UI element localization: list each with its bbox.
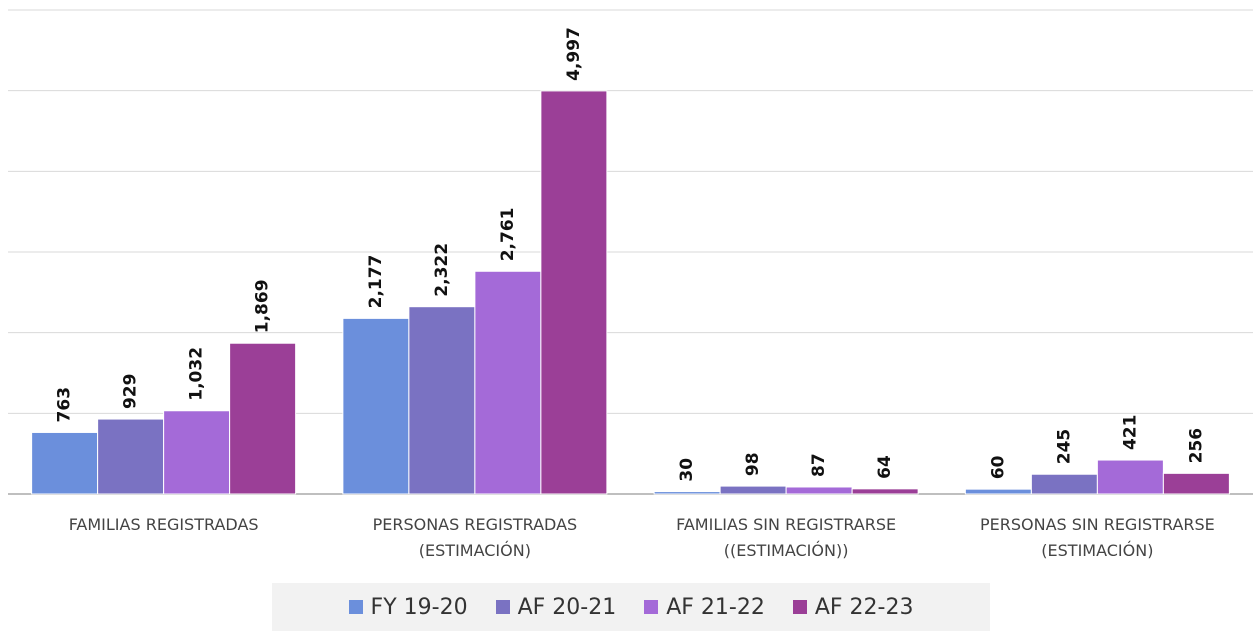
bar xyxy=(785,486,853,495)
legend-swatch xyxy=(348,600,363,614)
data-label: 2,761 xyxy=(498,207,518,261)
data-label: 1,032 xyxy=(187,347,207,401)
bar xyxy=(964,488,1032,495)
data-label: 60 xyxy=(988,455,1008,479)
bar xyxy=(163,410,231,495)
legend-item: FY 19-20 xyxy=(348,594,468,620)
bar xyxy=(1162,472,1230,495)
data-label: 98 xyxy=(743,452,763,476)
data-label: 245 xyxy=(1054,429,1074,465)
legend-item: AF 20-21 xyxy=(495,594,617,620)
legend-label: AF 20-21 xyxy=(517,594,617,620)
data-label: 87 xyxy=(809,453,829,477)
data-label: 30 xyxy=(677,458,697,482)
legend-label: AF 21-22 xyxy=(666,594,765,620)
bar xyxy=(719,485,787,495)
bar xyxy=(540,90,608,495)
bar xyxy=(97,418,165,495)
x-tick-label: PERSONAS REGISTRADAS (ESTIMACIÓN) xyxy=(372,515,578,560)
data-label: 421 xyxy=(1120,415,1140,451)
bar xyxy=(653,491,721,495)
data-label: 256 xyxy=(1186,428,1206,464)
bar xyxy=(851,488,919,495)
data-label: 2,322 xyxy=(432,243,452,297)
bar xyxy=(1096,459,1164,495)
legend-swatch xyxy=(792,600,807,614)
data-label: 1,869 xyxy=(253,279,273,333)
bar xyxy=(229,342,297,495)
data-label: 4,997 xyxy=(564,27,584,81)
legend-label: FY 19-20 xyxy=(370,594,468,620)
x-tick-label: FAMILIAS REGISTRADAS xyxy=(68,515,259,534)
legend-swatch xyxy=(495,600,510,614)
data-label: 929 xyxy=(121,374,141,410)
bar xyxy=(408,306,476,495)
data-label: 2,177 xyxy=(366,255,386,309)
legend-swatch xyxy=(644,600,659,614)
bar xyxy=(474,270,542,495)
data-label: 64 xyxy=(875,455,895,479)
x-tick-label: PERSONAS SIN REGISTRARSE (ESTIMACIÓN) xyxy=(979,515,1215,560)
legend: FY 19-20 AF 20-21 AF 21-22 AF 22-23 xyxy=(272,583,990,631)
data-label: 763 xyxy=(55,387,75,423)
bar xyxy=(342,317,410,495)
x-tick-label: FAMILIAS SIN REGISTRARSE ((ESTIMACIÓN)) xyxy=(676,515,897,560)
bar xyxy=(31,431,99,495)
legend-item: AF 21-22 xyxy=(644,595,765,620)
legend-item: AF 22-23 xyxy=(792,594,914,620)
bar xyxy=(1030,473,1098,495)
legend-label: AF 22-23 xyxy=(814,594,914,620)
